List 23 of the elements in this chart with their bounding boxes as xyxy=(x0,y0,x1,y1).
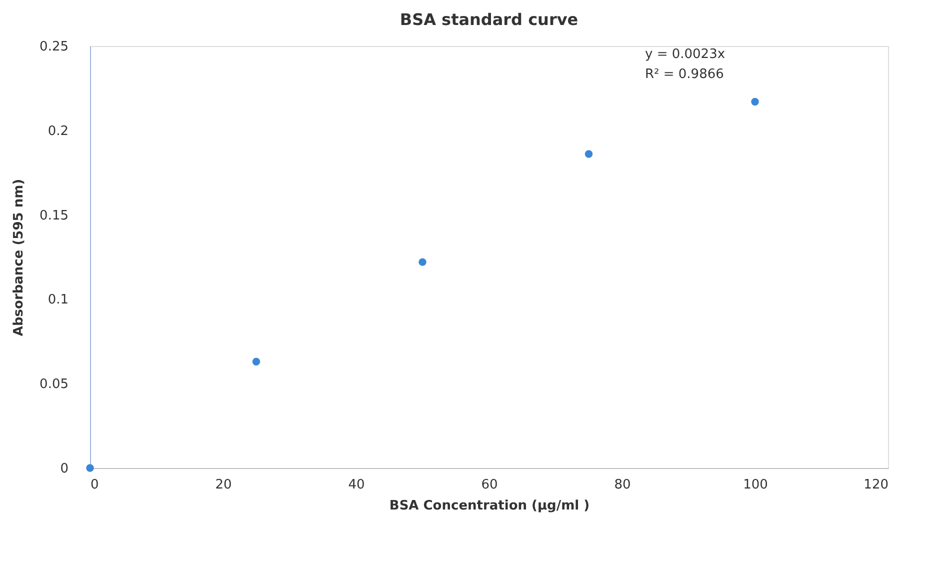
x-axis-title: BSA Concentration (µg/ml ) xyxy=(389,498,590,514)
point xyxy=(418,258,426,266)
annotation: R² = 0.9866 xyxy=(645,67,724,82)
y-tick-label: 0.25 xyxy=(40,40,68,54)
point xyxy=(86,464,94,472)
x-tick-label: 60 xyxy=(481,478,498,492)
annotation: y = 0.0023x xyxy=(645,47,726,62)
x-tick-label: 0 xyxy=(90,478,99,492)
point xyxy=(751,98,759,106)
y-tick-label: 0 xyxy=(60,462,68,476)
point xyxy=(252,358,260,366)
x-tick-label: 20 xyxy=(215,478,232,492)
chart-title: BSA standard curve xyxy=(400,10,578,29)
y-tick-label: 0.1 xyxy=(48,292,68,308)
y-tick-label: 0.2 xyxy=(48,124,68,139)
x-tick-label: 40 xyxy=(348,478,365,492)
point xyxy=(584,150,593,158)
x-tick-label: 120 xyxy=(864,478,888,492)
y-tick-label: 0.15 xyxy=(40,208,68,224)
x-tick-label: 80 xyxy=(614,478,631,492)
y-axis-title: Absorbance (595 nm) xyxy=(12,178,27,336)
x-tick-label: 100 xyxy=(743,478,768,492)
y-tick-label: 0.05 xyxy=(40,377,68,392)
